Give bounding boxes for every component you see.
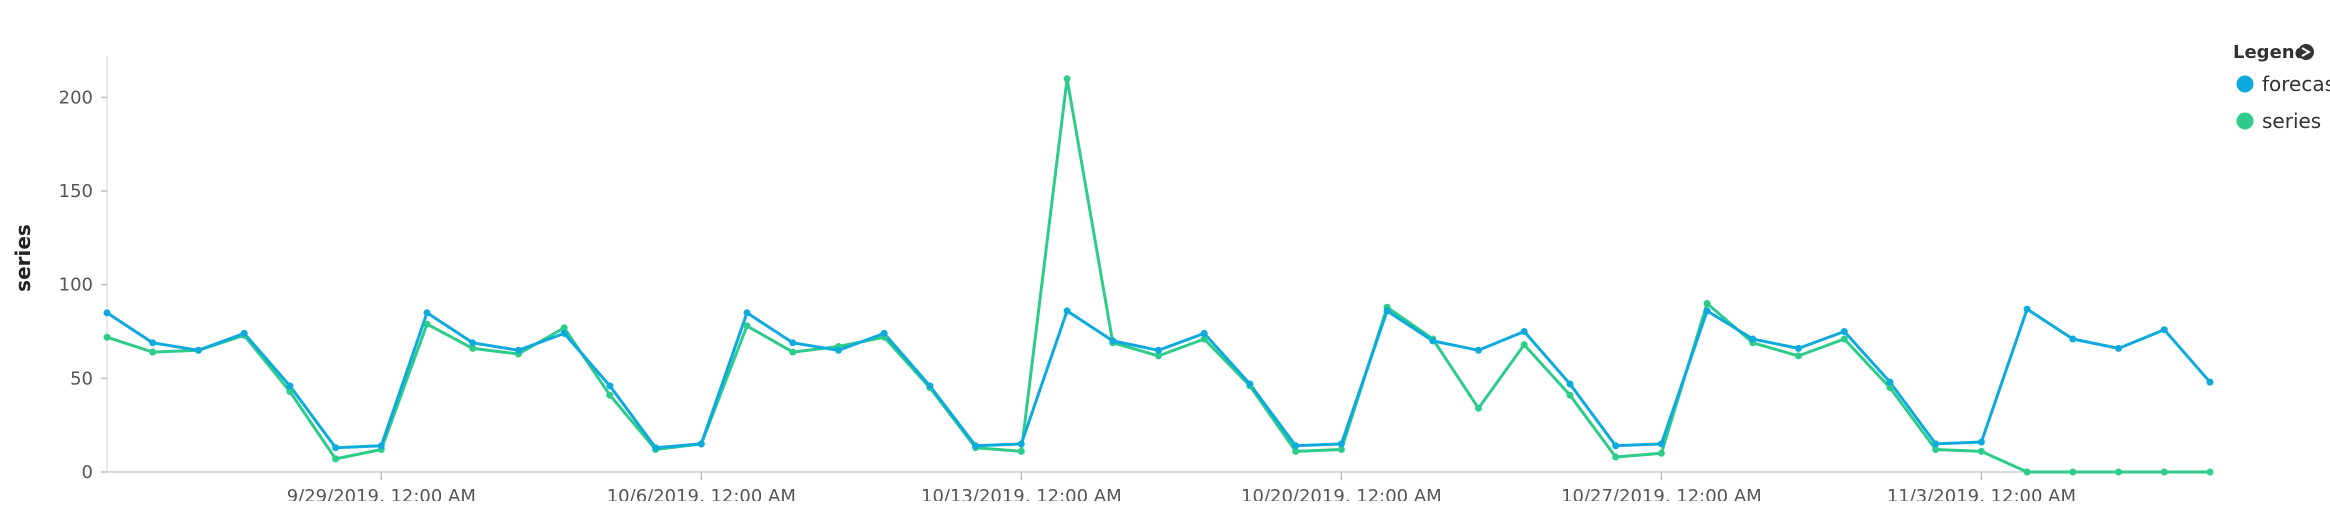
data-point-forecast[interactable] [926, 382, 933, 389]
data-point-series[interactable] [1521, 341, 1528, 348]
data-point-forecast[interactable] [1109, 337, 1116, 344]
series-line-series [107, 79, 2210, 472]
data-point-forecast[interactable] [104, 309, 111, 316]
data-point-series[interactable] [1795, 352, 1802, 359]
data-point-forecast[interactable] [332, 444, 339, 451]
data-point-series[interactable] [104, 334, 111, 341]
data-point-forecast[interactable] [1887, 379, 1894, 386]
data-point-series[interactable] [2161, 469, 2168, 476]
data-point-forecast[interactable] [698, 440, 705, 447]
data-point-series[interactable] [1018, 448, 1025, 455]
data-point-forecast[interactable] [1475, 347, 1482, 354]
data-point-forecast[interactable] [1292, 442, 1299, 449]
data-point-series[interactable] [332, 455, 339, 462]
data-point-series[interactable] [1658, 450, 1665, 457]
y-tick-label: 50 [70, 368, 93, 389]
data-point-forecast[interactable] [652, 444, 659, 451]
x-tick-label: 9/29/2019, 12:00 AM [287, 486, 476, 501]
data-point-series[interactable] [1841, 336, 1848, 343]
series-line-forecast [107, 309, 2210, 448]
data-point-forecast[interactable] [1704, 307, 1711, 314]
series-lines [107, 79, 2210, 472]
data-point-series[interactable] [1612, 454, 1619, 461]
legend-title: Legend [2233, 42, 2307, 63]
legend-item-series[interactable]: series [2237, 109, 2322, 133]
data-point-forecast[interactable] [2115, 345, 2122, 352]
data-point-series[interactable] [2207, 469, 2214, 476]
legend-label: forecast [2262, 72, 2330, 96]
data-point-forecast[interactable] [2024, 306, 2031, 313]
x-tick-label: 10/20/2019, 12:00 AM [1241, 486, 1442, 501]
data-point-series[interactable] [1567, 392, 1574, 399]
data-point-forecast[interactable] [424, 309, 431, 316]
y-axis-title: series [11, 224, 35, 292]
data-point-forecast[interactable] [378, 442, 385, 449]
data-point-forecast[interactable] [469, 339, 476, 346]
axes: 0 50 100 150 200 9/29/2019, 12:00 AM 10/6/2019… [59, 56, 2210, 501]
x-tick-label: 11/3/2019, 12:00 AM [1887, 486, 2076, 501]
data-point-forecast[interactable] [149, 339, 156, 346]
legend-expand-icon[interactable] [2298, 44, 2314, 60]
x-tick-label: 10/13/2019, 12:00 AM [921, 486, 1122, 501]
data-point-forecast[interactable] [1384, 307, 1391, 314]
legend: Legend forecast series [2233, 42, 2330, 133]
legend-label: series [2262, 109, 2321, 133]
legend-swatch [2237, 76, 2254, 93]
x-tick-label: 10/6/2019, 12:00 AM [607, 486, 796, 501]
data-point-series[interactable] [1064, 75, 1071, 82]
data-point-forecast[interactable] [972, 442, 979, 449]
data-point-forecast[interactable] [2161, 326, 2168, 333]
data-point-forecast[interactable] [561, 330, 568, 337]
data-points [104, 75, 2214, 475]
data-point-forecast[interactable] [789, 339, 796, 346]
data-point-forecast[interactable] [1155, 347, 1162, 354]
legend-item-forecast[interactable]: forecast [2237, 72, 2330, 96]
data-point-forecast[interactable] [515, 347, 522, 354]
data-point-series[interactable] [2024, 469, 2031, 476]
data-point-forecast[interactable] [1658, 440, 1665, 447]
data-point-forecast[interactable] [195, 347, 202, 354]
data-point-series[interactable] [744, 322, 751, 329]
legend-items: forecast series [2237, 72, 2330, 133]
data-point-forecast[interactable] [1932, 440, 1939, 447]
legend-swatch [2237, 113, 2254, 130]
data-point-forecast[interactable] [1841, 328, 1848, 335]
data-point-forecast[interactable] [2207, 379, 2214, 386]
data-point-series[interactable] [1978, 448, 1985, 455]
data-point-forecast[interactable] [835, 347, 842, 354]
data-point-series[interactable] [789, 349, 796, 356]
data-point-forecast[interactable] [2069, 336, 2076, 343]
data-point-forecast[interactable] [1521, 328, 1528, 335]
data-point-forecast[interactable] [286, 382, 293, 389]
data-point-forecast[interactable] [1612, 442, 1619, 449]
data-point-forecast[interactable] [1246, 381, 1253, 388]
y-tick-label: 0 [82, 462, 93, 483]
data-point-forecast[interactable] [1978, 439, 1985, 446]
data-point-forecast[interactable] [1795, 345, 1802, 352]
data-point-forecast[interactable] [1749, 336, 1756, 343]
data-point-series[interactable] [424, 321, 431, 328]
data-point-series[interactable] [1475, 405, 1482, 412]
data-point-forecast[interactable] [1429, 337, 1436, 344]
data-point-forecast[interactable] [744, 309, 751, 316]
data-point-forecast[interactable] [881, 330, 888, 337]
data-point-series[interactable] [149, 349, 156, 356]
data-point-series[interactable] [2069, 469, 2076, 476]
data-point-series[interactable] [606, 392, 613, 399]
data-point-forecast[interactable] [1201, 330, 1208, 337]
x-tick-label: 10/27/2019, 12:00 AM [1561, 486, 1762, 501]
data-point-forecast[interactable] [241, 330, 248, 337]
y-tick-label: 200 [59, 87, 93, 108]
data-point-series[interactable] [1704, 300, 1711, 307]
y-tick-label: 100 [59, 275, 93, 296]
data-point-forecast[interactable] [1338, 440, 1345, 447]
data-point-series[interactable] [2115, 469, 2122, 476]
y-tick-label: 150 [59, 181, 93, 202]
data-point-forecast[interactable] [1064, 307, 1071, 314]
data-point-forecast[interactable] [1018, 440, 1025, 447]
data-point-forecast[interactable] [1567, 381, 1574, 388]
data-point-forecast[interactable] [606, 382, 613, 389]
